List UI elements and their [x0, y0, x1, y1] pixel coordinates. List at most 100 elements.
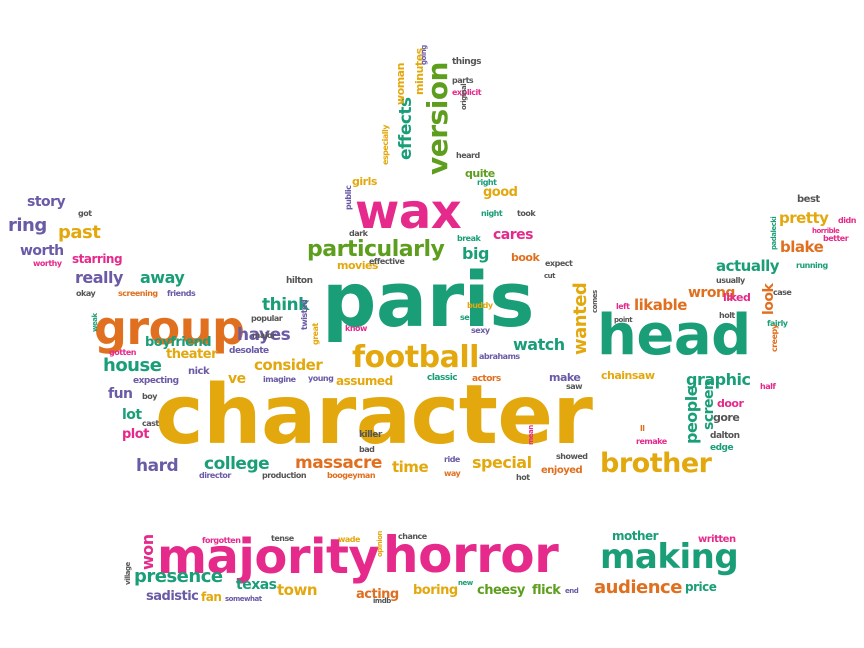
- word-college: college: [204, 454, 270, 474]
- word-chance: chance: [398, 532, 427, 541]
- word-boring: boring: [413, 583, 458, 598]
- word-cheesy: cheesy: [477, 583, 525, 598]
- word-way: way: [444, 469, 461, 478]
- word-ride: ride: [444, 455, 460, 464]
- word-killer: killer: [359, 430, 382, 440]
- word-paris: paris: [322, 255, 534, 344]
- word-woman: woman: [394, 63, 407, 105]
- word-sadistic: sadistic: [146, 589, 199, 604]
- word-blake: blake: [780, 238, 824, 256]
- word-wade: wade: [338, 535, 360, 544]
- word-desolate: desolate: [229, 346, 269, 356]
- word-young: young: [308, 374, 334, 383]
- word-liked: liked: [723, 291, 751, 304]
- word-think: think: [262, 295, 309, 315]
- word-movies: movies: [337, 259, 378, 272]
- word-effects: effects: [396, 97, 416, 160]
- word-time: time: [392, 458, 429, 476]
- word-wax: wax: [355, 184, 462, 240]
- word-break: break: [457, 234, 481, 243]
- word-past: past: [58, 222, 101, 243]
- word-cut: cut: [544, 272, 555, 280]
- word-right: right: [477, 178, 497, 187]
- word-big: big: [462, 244, 489, 263]
- word-imdb: imdb: [373, 597, 391, 605]
- word-majority: majority: [157, 529, 380, 585]
- word-watch: watch: [513, 335, 565, 354]
- word-explicit: explicit: [452, 88, 482, 97]
- word-starring: starring: [72, 252, 123, 266]
- word-dark: dark: [349, 229, 368, 238]
- word-ve: ve: [228, 371, 246, 387]
- word-forgotten: forgotten: [202, 536, 241, 545]
- word-head: head: [597, 303, 751, 368]
- word-screening: screening: [118, 289, 158, 298]
- word-consider: consider: [254, 356, 323, 374]
- word-girls: girls: [352, 175, 377, 188]
- word-holt: holt: [719, 311, 735, 320]
- word-nick: nick: [188, 366, 210, 377]
- word-boogeyman: boogeyman: [327, 471, 376, 480]
- word-serra: serra: [460, 313, 481, 322]
- word-likable: likable: [634, 296, 687, 314]
- word-great: great: [311, 323, 320, 345]
- word-know: know: [345, 324, 367, 333]
- word-opinion: opinion: [376, 531, 384, 557]
- word-acting: acting: [356, 587, 399, 602]
- word-version: version: [421, 62, 454, 175]
- word-actors: actors: [472, 374, 501, 384]
- word-graphic: graphic: [686, 370, 751, 389]
- word-somewhat: somewhat: [225, 595, 262, 603]
- word-abrahams: abrahams: [479, 352, 520, 361]
- word-production: production: [262, 471, 307, 480]
- word-written: written: [698, 534, 736, 545]
- word-chainsaw: chainsaw: [601, 369, 655, 382]
- word-price: price: [685, 580, 717, 594]
- word-tense: tense: [271, 534, 294, 543]
- word-village: village: [124, 562, 132, 585]
- word-ll: ll: [640, 424, 645, 433]
- word-story: story: [27, 194, 66, 210]
- word-brother: brother: [600, 448, 712, 479]
- word-fairly: fairly: [767, 319, 788, 328]
- word-hard: hard: [136, 456, 179, 476]
- word-texas: texas: [236, 577, 277, 593]
- word-quite: quite: [465, 167, 495, 180]
- word-remake: remake: [636, 437, 667, 446]
- word-usually: usually: [716, 276, 745, 285]
- word-actually: actually: [716, 257, 780, 275]
- word-creepy: creepy: [770, 324, 779, 352]
- word-really: really: [75, 268, 123, 287]
- word-running: running: [796, 261, 828, 270]
- word-edge: edge: [710, 443, 734, 453]
- word-showed: showed: [556, 452, 588, 461]
- word-worthy: worthy: [33, 259, 62, 268]
- word-got: got: [78, 209, 92, 218]
- word-original: original: [460, 83, 468, 110]
- word-half: half: [760, 382, 776, 391]
- word-dalton: dalton: [710, 431, 740, 441]
- word-boyfriend: boyfriend: [145, 335, 212, 350]
- word-weak: weak: [91, 313, 99, 332]
- word-hot: hot: [516, 473, 530, 482]
- word-special: special: [472, 453, 532, 472]
- word-flick: flick: [532, 583, 561, 598]
- word-hayes: hayes: [237, 325, 291, 345]
- word-heard: heard: [456, 151, 480, 160]
- word-classic: classic: [427, 373, 458, 383]
- word-boy: boy: [142, 392, 157, 401]
- word-took: took: [517, 209, 536, 218]
- word-going: going: [420, 45, 428, 65]
- word-twisted: twisted: [300, 299, 309, 330]
- word-wrong: wrong: [688, 285, 735, 301]
- word-town: town: [277, 581, 318, 599]
- word-gore: gore: [713, 411, 740, 424]
- word-saw: saw: [566, 382, 583, 391]
- word-making: making: [600, 537, 739, 577]
- word-horror: horror: [383, 526, 559, 584]
- word-make: make: [549, 371, 581, 384]
- word-public: public: [344, 185, 353, 210]
- word-left: left: [616, 302, 630, 311]
- word-ring: ring: [8, 215, 47, 236]
- word-presence: presence: [134, 566, 223, 587]
